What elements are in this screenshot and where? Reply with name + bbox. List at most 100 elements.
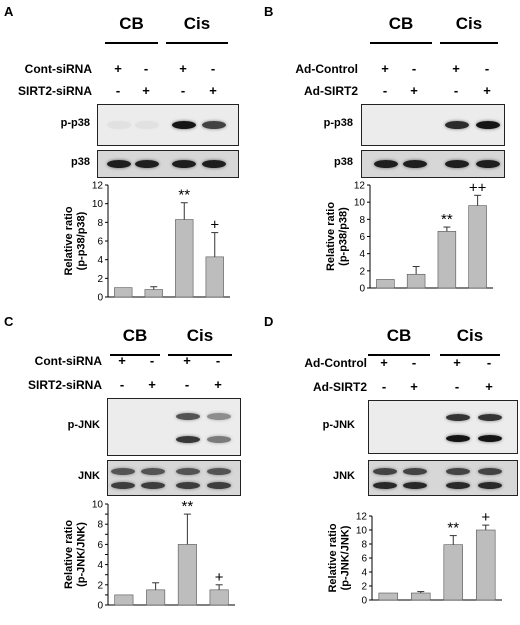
significance-mark: **	[178, 187, 190, 204]
blot-band	[141, 481, 165, 489]
blot-image	[368, 460, 518, 496]
y-tick-label: 0	[97, 293, 103, 304]
blot-band	[445, 121, 469, 129]
y-tick-label: 6	[359, 232, 365, 243]
bar	[411, 592, 431, 601]
y-tick-label: 6	[97, 237, 103, 248]
group-underline	[166, 42, 228, 44]
y-axis-label-line: Relative ratio	[327, 523, 339, 592]
blot-band	[374, 160, 398, 168]
bar	[468, 205, 487, 289]
blot-band	[207, 435, 231, 443]
blot-label: p-JNK	[322, 419, 355, 431]
panel-letter: C	[4, 314, 14, 329]
y-tick-label: 8	[97, 218, 103, 229]
blot-band	[446, 414, 470, 422]
blot-band	[176, 435, 200, 443]
blot-band	[135, 121, 159, 129]
y-tick-label: 0	[97, 601, 103, 612]
blot-band	[445, 160, 469, 168]
y-axis-label: Relative ratio(p-JNK/JNK)	[327, 523, 352, 592]
y-tick-label: 12	[92, 181, 104, 192]
group-label: Cis	[183, 14, 211, 33]
treatment-sign: +	[410, 83, 418, 98]
bar	[476, 529, 496, 601]
bar	[443, 544, 463, 601]
blot-band	[141, 468, 165, 476]
treatment-sign: +	[118, 353, 126, 368]
treatment-sign: +	[453, 355, 461, 370]
treatment-sign: +	[380, 355, 388, 370]
group-label: CB	[388, 14, 414, 33]
blot-label: p38	[334, 156, 353, 168]
treatment-sign: -	[382, 83, 388, 98]
bar	[144, 289, 163, 298]
treatment-sign: -	[453, 83, 459, 98]
bar	[114, 594, 134, 606]
blot-image	[107, 398, 241, 456]
y-axis-label-line: (p-p38/p38)	[337, 207, 349, 266]
y-axis-label-line: Relative ratio	[63, 520, 75, 589]
bar	[146, 589, 166, 606]
bar-chart: Relative ratio(p-p38/p38) 0 2 4 6 8 10 12 ** ++	[325, 179, 493, 295]
y-tick-label: 6	[97, 540, 103, 551]
blot-band	[176, 468, 200, 476]
y-tick-label: 10	[356, 526, 368, 537]
blot-band	[478, 434, 502, 442]
y-axis-label-line: (p-JNK/JNK)	[339, 525, 351, 590]
blot-image	[361, 104, 505, 146]
treatment-sign: +	[114, 61, 122, 76]
blot-band	[446, 481, 470, 489]
significance-mark: +	[210, 217, 219, 234]
treatment-sign: -	[210, 61, 216, 76]
treatment-sign: -	[484, 61, 490, 76]
y-tick-label: 10	[354, 198, 366, 209]
blot-band	[207, 413, 231, 421]
y-axis-label: Relative ratio(p-p38/p38)	[63, 206, 88, 275]
treatment-label: Ad-Control	[295, 62, 358, 76]
panel-letter: A	[4, 4, 14, 19]
bar	[177, 544, 197, 606]
y-tick-label: 2	[97, 274, 103, 285]
group-label: CB	[122, 326, 148, 345]
y-axis-label-line: Relative ratio	[63, 206, 75, 275]
panel-letter: B	[264, 4, 274, 19]
blot-label: p-JNK	[67, 419, 100, 431]
y-axis-label-line: (p-p38/p38)	[75, 211, 87, 270]
blot-label: JNK	[77, 470, 100, 482]
treatment-sign: +	[381, 61, 389, 76]
blot-label: p38	[71, 156, 90, 168]
blot-band	[446, 468, 470, 476]
treatment-sign: +	[214, 377, 222, 392]
treatment-sign: -	[184, 377, 190, 392]
panel-a: A CB Cis Cont-siRNA + - + - SIRT2-siRNA - + - + p-p38…	[0, 0, 260, 308]
group-underline	[168, 354, 232, 356]
treatment-label: Ad-SIRT2	[304, 84, 358, 98]
bar	[114, 287, 133, 298]
y-tick-label: 4	[361, 568, 367, 579]
group-underline	[368, 354, 430, 356]
treatment-label: Cont-siRNA	[24, 62, 92, 76]
y-tick-label: 8	[359, 215, 365, 226]
blot-band	[478, 468, 502, 476]
y-axis-label-line: (p-JNK/JNK)	[75, 522, 87, 587]
blot-band	[202, 160, 226, 168]
treatment-sign: +	[410, 379, 418, 394]
bar	[437, 231, 457, 289]
y-axis-label: Relative ratio(p-p38/p38)	[325, 202, 350, 271]
y-tick-label: 8	[97, 520, 103, 531]
panel-c: C CB Cis Cont-siRNA + - + - SIRT2-siRNA - + - + p-JNK…	[0, 308, 260, 616]
treatment-sign: -	[119, 377, 125, 392]
blot-band	[176, 413, 200, 421]
group-underline	[440, 42, 498, 44]
treatment-sign: -	[454, 379, 460, 394]
y-tick-label: 10	[92, 500, 104, 511]
treatment-sign: +	[142, 83, 150, 98]
y-tick-label: 2	[97, 580, 103, 591]
y-tick-label: 12	[356, 512, 368, 523]
blot-image	[107, 460, 241, 496]
bar	[205, 256, 224, 298]
treatment-sign: +	[452, 61, 460, 76]
y-tick-label: 4	[97, 255, 103, 266]
blot-band	[446, 434, 470, 442]
